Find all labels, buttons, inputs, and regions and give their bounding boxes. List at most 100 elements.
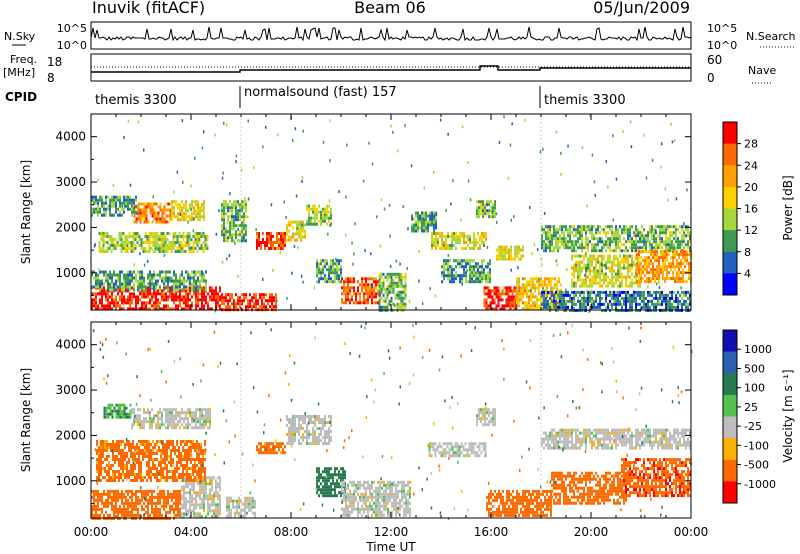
power-cell [609,243,611,247]
power-cell [98,241,101,244]
power-cell [642,250,644,254]
power-cell [123,288,125,292]
power-cell [513,301,516,305]
velocity-cell [177,498,179,502]
power-cell [431,247,433,250]
power-cell [549,225,551,229]
power-cell [672,265,674,269]
power-cell [455,277,457,281]
power-cell [229,299,231,303]
power-cell [589,269,591,273]
power-cell [147,292,149,296]
power-cell [567,293,569,297]
power-cell [155,288,157,292]
velocity-cell [169,492,171,496]
power-cell [120,244,123,247]
velocity-cell [213,515,215,519]
power-cell [571,240,573,244]
power-cell [191,304,193,308]
power-cell [239,296,241,300]
power-cell [579,228,581,232]
velocity-cell [215,506,217,510]
power-cell [206,238,209,241]
power-cell [375,292,377,296]
power-cell [561,243,563,247]
velocity-cell [183,503,185,507]
power-cell [91,307,93,311]
power-cell [139,292,141,296]
power-cell [459,262,461,266]
power-cell [119,298,121,302]
velocity-cell [135,489,137,493]
power-cell [623,231,625,235]
power-cell [197,270,199,274]
power-cell [603,272,605,276]
power-cell [371,292,373,296]
velocity-cell [197,515,199,519]
power-cell [188,241,191,244]
power-cell [97,201,99,205]
power-cell [665,231,667,235]
power-cell [689,299,691,303]
power-cell [99,270,101,274]
power-cell [241,206,243,210]
power-cell [581,228,583,232]
power-cell [380,287,383,291]
power-cell [137,295,139,299]
velocity-cell [119,507,121,511]
power-cell [183,301,185,305]
power-cell [178,232,181,235]
power-cell [143,307,145,311]
velocity-cell [209,488,211,492]
power-cell [369,289,371,293]
power-cell [382,293,385,297]
velocity-cell [209,503,211,507]
power-cell [465,274,467,278]
power-cell [557,237,559,241]
power-cell [669,231,671,235]
power-cell [651,246,653,250]
power-cell [425,214,427,218]
power-cell [235,200,237,204]
power-cell [322,213,324,217]
power-cell [196,235,199,238]
power-cell [334,271,336,275]
power-cell [235,224,237,228]
power-cell [195,304,197,308]
power-cell [651,302,653,306]
velocity-cell [203,500,205,504]
power-cell [573,249,575,253]
power-cell [443,235,445,238]
power-cell [221,293,223,297]
power-cell [417,214,419,218]
power-cell [182,232,185,235]
power-cell [593,269,595,273]
velocity-cell [177,489,179,493]
power-cell [649,299,651,303]
velocity-cell [171,504,173,508]
power-cell [455,259,457,263]
velocity-cell [193,515,195,519]
velocity-cell [185,485,187,489]
power-cell [245,230,247,234]
power-cell [589,284,591,288]
power-cell [320,222,322,226]
power-cell [513,286,516,290]
power-cell [642,268,644,272]
power-cell [361,289,363,293]
power-cell [631,257,633,261]
power-cell [91,298,93,302]
power-cell [314,219,316,223]
power-cell [528,304,530,308]
power-cell [543,228,545,232]
power-cell [183,203,185,207]
power-cell [479,235,481,238]
power-cell [124,235,127,238]
power-cell [486,203,488,207]
power-point [237,274,239,278]
power-cell [189,218,191,222]
power-cell [516,245,518,249]
power-cell [113,198,115,202]
power-cell [617,263,619,267]
power-cell [340,280,342,284]
